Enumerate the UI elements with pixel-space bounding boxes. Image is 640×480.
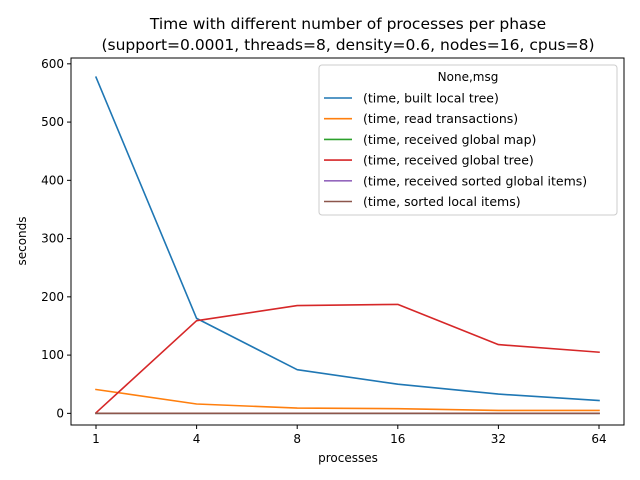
y-tick-label: 600 [41, 57, 64, 71]
x-axis: 1 4 8 16 32 64 [92, 425, 607, 446]
x-tick-label: 8 [293, 432, 301, 446]
y-tick-label: 400 [41, 173, 64, 187]
x-tick-label: 16 [390, 432, 405, 446]
y-tick-label: 300 [41, 232, 64, 246]
legend-label-5: (time, received sorted global items) [363, 173, 587, 188]
legend-label-4: (time, received global tree) [363, 153, 534, 168]
legend-label-3: (time, received global map) [363, 132, 536, 147]
legend-label-1: (time, built local tree) [363, 91, 499, 106]
chart-title: Time with different number of processes … [149, 15, 546, 33]
legend-label-2: (time, read transactions) [363, 111, 518, 126]
chart-subtitle: (support=0.0001, threads=8, density=0.6,… [101, 36, 594, 54]
plot-area: 1 4 8 16 32 64 0 100 200 300 400 500 600 [41, 57, 625, 446]
x-tick-label: 32 [491, 432, 506, 446]
y-tick-label: 500 [41, 115, 64, 129]
x-axis-label: processes [318, 451, 378, 465]
legend-box [318, 64, 618, 216]
y-tick-label: 200 [41, 290, 64, 304]
x-tick-label: 1 [92, 432, 100, 446]
x-tick-label: 4 [193, 432, 201, 446]
y-tick-label: 0 [56, 406, 64, 420]
series-line-1 [94, 76, 600, 402]
axes-frame [70, 57, 625, 426]
y-tick-label: 100 [41, 348, 64, 362]
y-axis-label: seconds [15, 216, 29, 265]
legend: None,msg (time, built local tree)(time, … [318, 64, 618, 216]
legend-label-6: (time, sorted local items) [363, 194, 521, 209]
series-line-4 [94, 303, 600, 414]
y-axis: 0 100 200 300 400 500 600 [41, 57, 71, 420]
legend-items: (time, built local tree) (time, read tran… [324, 91, 587, 209]
series-line-2 [95, 388, 600, 412]
legend-title: None,msg [438, 70, 499, 84]
series-layer [94, 76, 600, 415]
x-tick-label: 64 [591, 432, 606, 446]
